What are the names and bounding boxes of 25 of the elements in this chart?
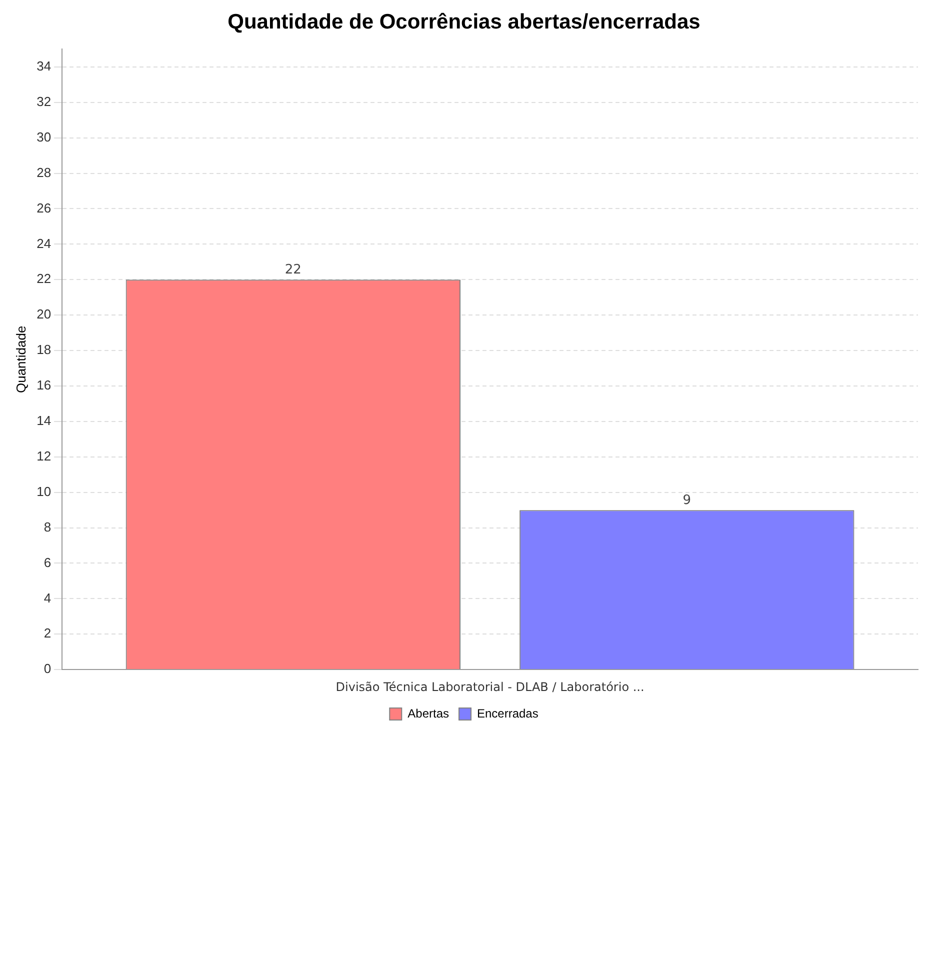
legend-label: Encerradas: [476, 706, 538, 720]
y-tick-label: 24: [36, 236, 52, 251]
y-tick-label: 14: [36, 413, 52, 428]
legend-label: Abertas: [408, 706, 449, 720]
data-label: 9: [682, 492, 692, 508]
chart-title: Quantidade de Ocorrências abertas/encerradas: [228, 10, 700, 34]
y-tick-label: 30: [36, 129, 52, 144]
y-tick-label: 0: [44, 661, 52, 676]
y-tick-label: 22: [36, 271, 52, 286]
y-axis-title: Quantidade: [13, 326, 28, 394]
data-label: 22: [284, 262, 302, 278]
x-tick-label: Divisão Técnica Laboratorial - DLAB / Laboratório ...: [336, 680, 644, 694]
y-tick-label: 18: [36, 342, 52, 358]
y-tick-label: 12: [36, 448, 52, 464]
y-tick-label: 2: [44, 626, 52, 641]
y-tick-label: 34: [36, 58, 52, 74]
y-tick-label: 6: [44, 554, 52, 570]
y-tick-label: 32: [36, 94, 52, 109]
y-tick-label: 8: [44, 519, 52, 534]
y-tick-label: 20: [36, 306, 52, 322]
y-tick-label: 28: [36, 164, 52, 180]
y-tick-label: 26: [36, 200, 52, 216]
y-tick-label: 4: [44, 590, 52, 606]
y-tick-label: 10: [36, 484, 52, 499]
y-tick-label: 16: [36, 378, 52, 393]
